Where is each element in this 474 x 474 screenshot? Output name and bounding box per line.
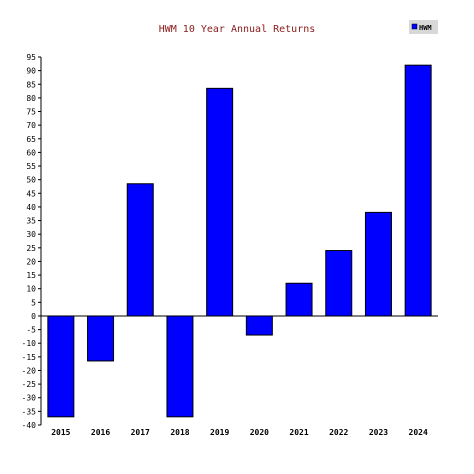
legend-box [409,20,438,34]
y-tick-label: 70 [26,121,36,130]
x-tick-label-2023: 2023 [369,428,388,437]
bar-2023 [364,211,392,317]
y-tick-label: 30 [26,230,36,239]
y-tick-label: 10 [26,285,36,294]
y-tick-label: 80 [26,94,36,103]
y-tick-label: 60 [26,148,36,157]
y-tick-label: 55 [26,162,36,171]
bar-2022 [325,250,353,317]
bars [47,64,432,418]
legend-swatch-hwm [411,23,418,30]
legend-label-hwm: HWM [419,24,432,32]
y-tick-label: 25 [26,244,36,253]
bar-2016 [87,315,115,362]
x-tick-label-2017: 2017 [131,428,150,437]
chart-title: HWM 10 Year Annual Returns [159,24,316,35]
x-tick-label-2020: 2020 [250,428,269,437]
y-tick-label: -5 [26,326,36,335]
bar-2019 [206,87,234,317]
y-tick-label: 40 [26,203,36,212]
x-tick-label-2024: 2024 [409,428,428,437]
bar-2017 [126,183,154,317]
y-tick-label: 90 [26,67,36,76]
y-tick-label: 75 [26,108,36,117]
y-tick-label: -40 [22,421,37,430]
x-tick-label-2022: 2022 [329,428,348,437]
x-tick-label-2015: 2015 [51,428,70,437]
y-tick-label: -30 [22,394,37,403]
y-tick-label: 50 [26,176,36,185]
bar-2015 [47,315,75,418]
y-tick-label: 20 [26,257,36,266]
y-tick-label: 65 [26,135,36,144]
x-tick-label-2016: 2016 [91,428,110,437]
x-tick-label-2018: 2018 [170,428,189,437]
y-tick-label: 35 [26,217,36,226]
y-tick-label: 45 [26,189,36,198]
bar-2021 [285,282,313,317]
y-tick-label: 5 [31,298,36,307]
bar-2020 [245,315,273,336]
y-tick-label: -20 [22,366,37,375]
y-tick-label: -25 [22,380,37,389]
y-tick-label: -10 [22,339,37,348]
y-tick-label: -35 [22,407,37,416]
bar-2018 [166,315,194,418]
bar-2024 [404,64,432,317]
y-tick-label: 85 [26,80,36,89]
y-tick-label: 95 [26,53,36,62]
y-tick-label: 0 [31,312,36,321]
y-tick-label: 15 [26,271,36,280]
x-tick-label-2019: 2019 [210,428,229,437]
legend: HWM [409,20,438,34]
x-axis: 2015 2016 2017 2018 2019 2020 2021 2022 2023 2024 [51,428,428,437]
x-tick-label-2021: 2021 [289,428,308,437]
y-tick-label: -15 [22,353,37,362]
